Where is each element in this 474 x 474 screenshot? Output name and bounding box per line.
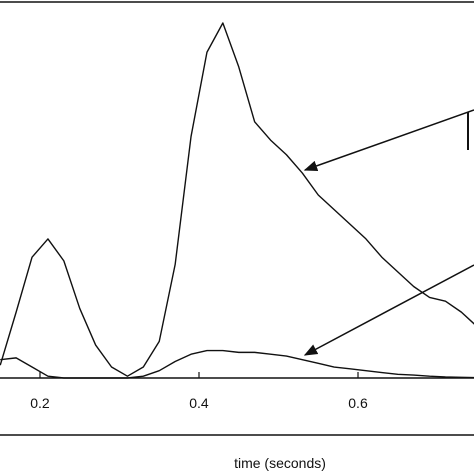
x-tick-label: 0.6 — [348, 395, 368, 411]
line-series — [0, 349, 474, 379]
x-tick-label: 0.2 — [30, 395, 50, 411]
x-axis-title: time (seconds) — [234, 455, 326, 471]
arrow — [303, 109, 474, 172]
x-tick-label: 0.4 — [189, 395, 209, 411]
line-series — [0, 22, 474, 377]
arrow — [303, 264, 474, 356]
